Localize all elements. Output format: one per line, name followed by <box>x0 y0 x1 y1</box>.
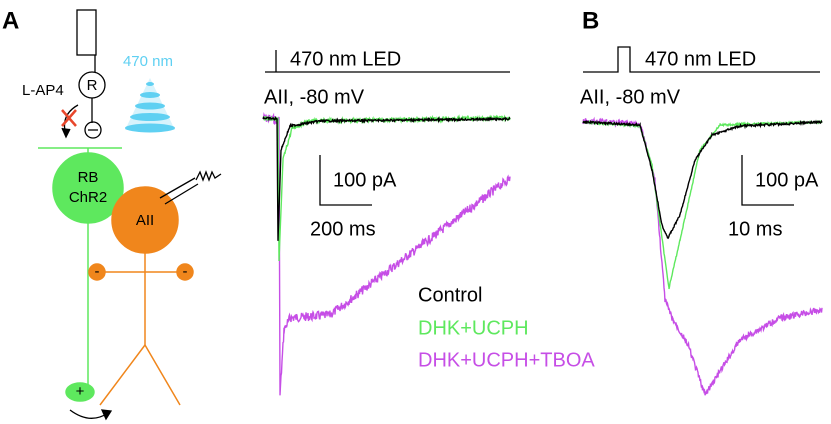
inhibit-circle <box>84 121 102 139</box>
minus-label: - <box>183 263 188 280</box>
minus-label: - <box>95 263 100 280</box>
scale-bar <box>741 155 794 206</box>
arrow-head <box>100 409 113 421</box>
scale-bar <box>319 155 372 206</box>
aii-dendrite <box>88 263 106 281</box>
stimulus-label: 470 nm LED <box>290 48 401 70</box>
cell-label: RB <box>78 169 99 186</box>
panel-label: A <box>2 7 19 34</box>
traces <box>262 112 823 396</box>
cell-label: ChR2 <box>69 189 107 206</box>
cone-band <box>125 123 175 133</box>
bipolar-dendrite <box>76 9 97 56</box>
light-cone <box>125 78 175 133</box>
scale-label: 100 pA <box>333 169 397 191</box>
electrode <box>69 170 222 421</box>
pipette <box>159 177 199 205</box>
rb-terminal <box>65 382 95 402</box>
recording-label: AII, -80 mV <box>580 86 681 108</box>
cell-label: AII <box>136 212 154 229</box>
trace <box>582 116 823 396</box>
scale-label: 100 pA <box>755 169 819 191</box>
resistor <box>195 170 222 182</box>
stimulus-line <box>583 46 820 73</box>
legend-entry: DHK+UCPH <box>418 317 529 339</box>
aii-dendrite <box>176 263 194 281</box>
arrow-head <box>61 127 71 139</box>
diagram <box>61 9 106 139</box>
stimulus-lines <box>265 46 820 206</box>
stimulus-label: 470 nm LED <box>645 48 756 70</box>
scale-label: 10 ms <box>728 218 782 240</box>
trace <box>262 112 511 396</box>
cone-band <box>135 102 165 110</box>
drug-label: L-AP4 <box>22 82 64 99</box>
receptor-label: R <box>87 77 98 94</box>
legend-entry: DHK+UCPH+TBOA <box>418 349 595 371</box>
cone-band <box>146 82 154 86</box>
cone-band <box>130 113 170 121</box>
aii-cell <box>88 186 194 406</box>
trace <box>582 119 823 240</box>
recording-label: AII, -80 mV <box>264 86 365 108</box>
panel-label: B <box>582 7 599 34</box>
plus-label: + <box>76 383 85 400</box>
rb-cell <box>38 147 124 402</box>
cone-band <box>140 92 160 98</box>
aii-legs <box>99 344 181 406</box>
rb-soma <box>52 152 124 224</box>
legend-entry: Control <box>418 284 482 306</box>
wavelength-label: 470 nm <box>123 53 173 70</box>
scale-label: 200 ms <box>310 218 376 240</box>
aii-soma <box>111 186 179 254</box>
trace <box>262 116 511 241</box>
block-x <box>61 109 77 127</box>
